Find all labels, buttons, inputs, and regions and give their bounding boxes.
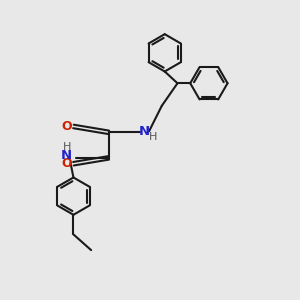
Text: H: H [149,132,158,142]
Text: N: N [61,149,72,162]
Text: O: O [61,120,72,133]
Text: O: O [61,157,72,170]
Text: H: H [62,142,71,152]
Text: N: N [139,125,150,138]
